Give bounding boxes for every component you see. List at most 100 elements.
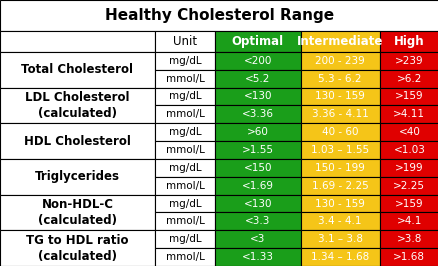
FancyBboxPatch shape	[215, 31, 300, 52]
Text: >199: >199	[394, 163, 423, 173]
Text: Optimal: Optimal	[231, 35, 283, 48]
FancyBboxPatch shape	[379, 52, 438, 70]
FancyBboxPatch shape	[155, 105, 215, 123]
Text: >60: >60	[247, 127, 268, 137]
Text: 1.03 – 1.55: 1.03 – 1.55	[311, 145, 368, 155]
FancyBboxPatch shape	[379, 123, 438, 141]
Text: Healthy Cholesterol Range: Healthy Cholesterol Range	[105, 8, 333, 23]
FancyBboxPatch shape	[300, 88, 379, 105]
Text: Intermediate: Intermediate	[297, 35, 382, 48]
Text: 130 - 159: 130 - 159	[314, 198, 364, 209]
FancyBboxPatch shape	[300, 213, 379, 230]
FancyBboxPatch shape	[0, 88, 155, 123]
Text: 40 - 60: 40 - 60	[321, 127, 358, 137]
FancyBboxPatch shape	[0, 52, 155, 88]
Text: LDL Cholesterol
(calculated): LDL Cholesterol (calculated)	[25, 91, 130, 120]
Text: <40: <40	[398, 127, 419, 137]
Text: Unit: Unit	[173, 35, 197, 48]
FancyBboxPatch shape	[215, 123, 300, 141]
Text: <3.36: <3.36	[241, 109, 273, 119]
FancyBboxPatch shape	[0, 159, 155, 195]
Text: mmol/L: mmol/L	[165, 252, 204, 262]
FancyBboxPatch shape	[379, 141, 438, 159]
Text: 1.34 – 1.68: 1.34 – 1.68	[311, 252, 368, 262]
FancyBboxPatch shape	[155, 123, 215, 141]
FancyBboxPatch shape	[215, 195, 300, 213]
Text: mg/dL: mg/dL	[168, 56, 201, 66]
FancyBboxPatch shape	[300, 105, 379, 123]
Text: 5.3 - 6.2: 5.3 - 6.2	[318, 74, 361, 84]
FancyBboxPatch shape	[215, 141, 300, 159]
Text: mmol/L: mmol/L	[165, 181, 204, 191]
Text: 150 - 199: 150 - 199	[314, 163, 364, 173]
Text: mmol/L: mmol/L	[165, 216, 204, 226]
FancyBboxPatch shape	[300, 248, 379, 266]
FancyBboxPatch shape	[155, 195, 215, 213]
FancyBboxPatch shape	[300, 123, 379, 141]
FancyBboxPatch shape	[215, 248, 300, 266]
Text: 200 - 239: 200 - 239	[314, 56, 364, 66]
FancyBboxPatch shape	[215, 230, 300, 248]
FancyBboxPatch shape	[300, 70, 379, 88]
Text: >1.68: >1.68	[392, 252, 424, 262]
Text: >4.1: >4.1	[396, 216, 421, 226]
FancyBboxPatch shape	[0, 0, 438, 31]
FancyBboxPatch shape	[300, 159, 379, 177]
Text: HDL Cholesterol: HDL Cholesterol	[24, 135, 131, 148]
FancyBboxPatch shape	[300, 230, 379, 248]
Text: mg/dL: mg/dL	[168, 127, 201, 137]
FancyBboxPatch shape	[0, 31, 155, 52]
Text: mg/dL: mg/dL	[168, 92, 201, 102]
Text: >6.2: >6.2	[396, 74, 421, 84]
FancyBboxPatch shape	[300, 31, 379, 52]
FancyBboxPatch shape	[379, 159, 438, 177]
Text: <1.69: <1.69	[241, 181, 273, 191]
Text: <150: <150	[243, 163, 272, 173]
FancyBboxPatch shape	[155, 213, 215, 230]
Text: <1.03: <1.03	[392, 145, 424, 155]
FancyBboxPatch shape	[215, 52, 300, 70]
FancyBboxPatch shape	[0, 230, 155, 266]
Text: <3.3: <3.3	[245, 216, 270, 226]
FancyBboxPatch shape	[379, 70, 438, 88]
FancyBboxPatch shape	[379, 230, 438, 248]
Text: >159: >159	[394, 92, 423, 102]
Text: Total Cholesterol: Total Cholesterol	[21, 63, 133, 76]
FancyBboxPatch shape	[215, 213, 300, 230]
Text: >3.8: >3.8	[396, 234, 421, 244]
Text: <200: <200	[243, 56, 272, 66]
Text: <3: <3	[250, 234, 265, 244]
FancyBboxPatch shape	[300, 141, 379, 159]
FancyBboxPatch shape	[379, 177, 438, 195]
FancyBboxPatch shape	[155, 177, 215, 195]
Text: mg/dL: mg/dL	[168, 163, 201, 173]
FancyBboxPatch shape	[379, 88, 438, 105]
FancyBboxPatch shape	[379, 213, 438, 230]
FancyBboxPatch shape	[215, 159, 300, 177]
FancyBboxPatch shape	[379, 248, 438, 266]
Text: Non-HDL-C
(calculated): Non-HDL-C (calculated)	[38, 198, 117, 227]
FancyBboxPatch shape	[379, 195, 438, 213]
FancyBboxPatch shape	[300, 195, 379, 213]
Text: >4.11: >4.11	[392, 109, 424, 119]
Text: mmol/L: mmol/L	[165, 109, 204, 119]
Text: 130 - 159: 130 - 159	[314, 92, 364, 102]
FancyBboxPatch shape	[0, 123, 155, 159]
FancyBboxPatch shape	[155, 70, 215, 88]
FancyBboxPatch shape	[155, 141, 215, 159]
FancyBboxPatch shape	[215, 105, 300, 123]
Text: <5.2: <5.2	[245, 74, 270, 84]
Text: mg/dL: mg/dL	[168, 198, 201, 209]
FancyBboxPatch shape	[155, 52, 215, 70]
Text: High: High	[393, 35, 424, 48]
FancyBboxPatch shape	[300, 52, 379, 70]
Text: >239: >239	[394, 56, 423, 66]
FancyBboxPatch shape	[215, 88, 300, 105]
Text: <1.33: <1.33	[241, 252, 273, 262]
Text: >159: >159	[394, 198, 423, 209]
Text: 1.69 - 2.25: 1.69 - 2.25	[311, 181, 368, 191]
Text: >1.55: >1.55	[241, 145, 273, 155]
Text: Triglycerides: Triglycerides	[35, 170, 120, 183]
FancyBboxPatch shape	[379, 31, 438, 52]
FancyBboxPatch shape	[379, 105, 438, 123]
